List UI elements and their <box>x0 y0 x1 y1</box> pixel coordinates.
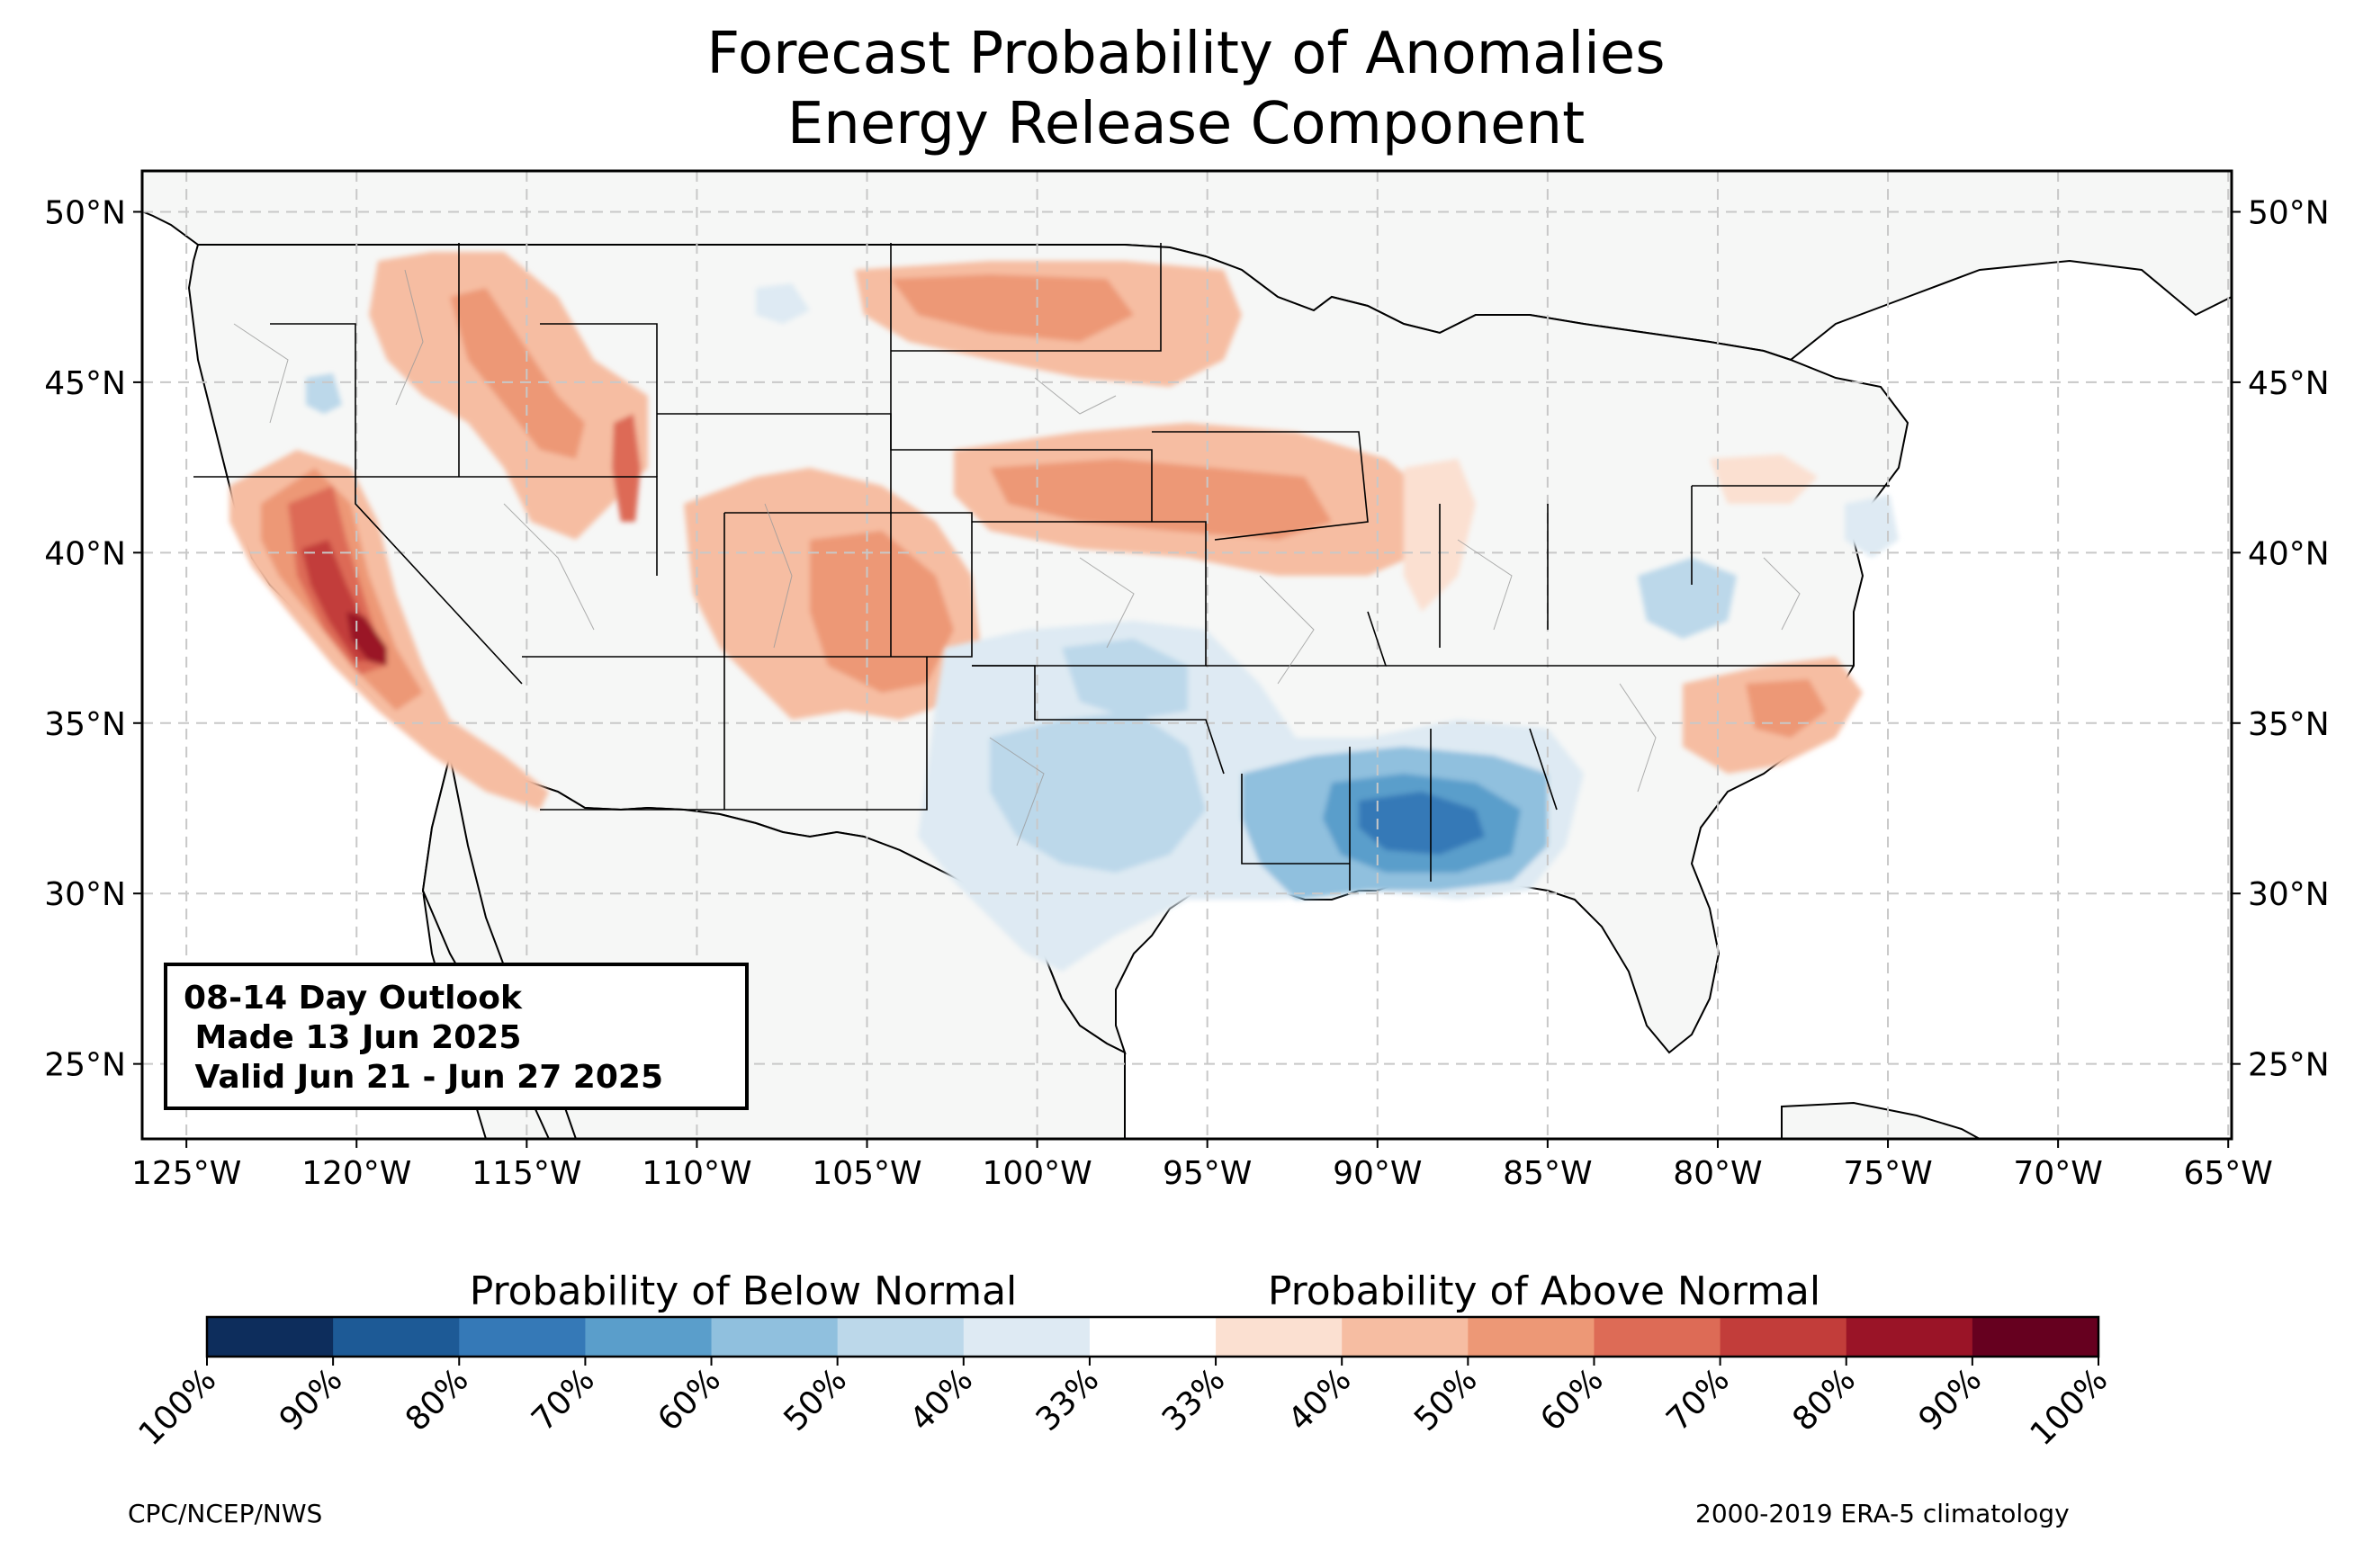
lon-tick-label: 110°W <box>642 1155 751 1192</box>
colorbar <box>207 1317 2099 1357</box>
anomaly-nebraska-core <box>990 459 1332 540</box>
colorbar-tick-label: 100% <box>132 1361 224 1453</box>
colorbar-cell <box>1089 1317 1217 1357</box>
lat-tick-label: 45°N <box>44 365 126 402</box>
lat-tick-label: 30°N <box>2248 876 2330 913</box>
map-frame <box>140 169 2233 1141</box>
colorbar-cell <box>459 1317 586 1357</box>
colorbar-tick-label: 33% <box>1029 1361 1107 1438</box>
lon-tick-label: 105°W <box>812 1155 921 1192</box>
colorbar-cell <box>1720 1317 1847 1357</box>
colorbar-tick-label: 50% <box>777 1361 854 1438</box>
footer-source: CPC/NCEP/NWS <box>128 1499 323 1528</box>
map-title: Forecast Probability of Anomalies <box>706 21 1666 87</box>
colorbar-cell <box>963 1317 1091 1357</box>
outlook-made-date: Made 13 Jun 2025 <box>184 1019 522 1056</box>
anomaly-wyoming <box>756 283 810 324</box>
below-normal-anomalies <box>306 283 1899 972</box>
map-subtitle: Energy Release Component <box>786 91 1586 157</box>
colorbar-cell <box>585 1317 713 1357</box>
colorbar-tick-label: 90% <box>273 1361 350 1438</box>
colorbar-cell <box>1342 1317 1469 1357</box>
lat-tick-label: 35°N <box>2248 706 2330 743</box>
lat-tick-label: 30°N <box>44 876 126 913</box>
anomaly-utah-strip <box>612 414 641 522</box>
anomaly-oregon <box>306 373 342 414</box>
colorbar-tick-label: 40% <box>1281 1361 1359 1438</box>
colorbar-tick-label: 80% <box>1786 1361 1864 1438</box>
lon-tick-label: 100°W <box>982 1155 1092 1192</box>
colorbar-frame <box>205 1315 2100 1358</box>
lat-tick-label: 40°N <box>2248 535 2330 572</box>
anomaly-texas-oklahoma <box>990 711 1206 873</box>
lat-tick-label: 50°N <box>2248 194 2330 231</box>
anomaly-pennsylvania <box>1710 454 1818 504</box>
anomaly-dakotas-core <box>891 274 1134 342</box>
lon-tick-label: 95°W <box>1163 1155 1252 1192</box>
anomaly-virginia-light <box>1845 495 1899 558</box>
colorbar-tick-label: 60% <box>651 1361 728 1438</box>
colorbar-cell <box>1216 1317 1343 1357</box>
latitude-axis-left: 50°N 45°N 40°N 35°N 30°N 25°N <box>44 194 142 1084</box>
colorbar-cell <box>1594 1317 1721 1357</box>
anomaly-colorado-core <box>810 531 954 693</box>
colorbar-cell <box>1846 1317 1973 1357</box>
anomaly-west-virginia <box>1638 558 1737 639</box>
lon-tick-label: 125°W <box>131 1155 241 1192</box>
lon-tick-label: 90°W <box>1333 1155 1422 1192</box>
lat-tick-label: 50°N <box>44 194 126 231</box>
colorbar-tick-label: 90% <box>1912 1361 1990 1438</box>
outlook-period: 08-14 Day Outlook <box>184 980 522 1017</box>
lon-tick-label: 65°W <box>2184 1155 2273 1192</box>
colorbar-cell <box>333 1317 460 1357</box>
longitude-axis: 125°W 120°W 115°W 110°W 105°W 100°W 95°W 90°W 85… <box>131 1139 2273 1192</box>
colorbar-tick-label: 50% <box>1407 1361 1485 1438</box>
lon-tick-label: 70°W <box>2013 1155 2102 1192</box>
lat-tick-label: 35°N <box>44 706 126 743</box>
colorbar-tick-label: 70% <box>525 1361 602 1438</box>
footer-climatology: 2000-2019 ERA-5 climatology <box>1695 1499 2070 1528</box>
lon-tick-label: 75°W <box>1843 1155 1932 1192</box>
colorbar-below-label: Probability of Below Normal <box>470 1268 1018 1314</box>
lon-tick-label: 120°W <box>301 1155 411 1192</box>
state-borders <box>193 243 1890 891</box>
county-lines <box>233 269 1801 847</box>
anomaly-mississippi-peak <box>1359 792 1485 855</box>
lat-tick-label: 25°N <box>44 1047 126 1084</box>
lat-tick-label: 45°N <box>2248 365 2330 402</box>
colorbar-ticks: 100% 90% 80% 70% 60% 50% 40% 33% 33% 40% 50% 60% 70%… <box>132 1357 2116 1453</box>
colorbar-tick-label: 60% <box>1533 1361 1611 1438</box>
lat-tick-label: 40°N <box>44 535 126 572</box>
colorbar-tick-label: 40% <box>903 1361 981 1438</box>
outlook-info-box: 08-14 Day Outlook Made 13 Jun 2025 Valid… <box>164 963 749 1110</box>
colorbar-tick-label: 70% <box>1659 1361 1737 1438</box>
colorbar-cell <box>207 1317 334 1357</box>
colorbar-cell <box>1468 1317 1595 1357</box>
lat-tick-label: 25°N <box>2248 1047 2330 1084</box>
lon-tick-label: 80°W <box>1673 1155 1762 1192</box>
cuba-landmass <box>1781 1101 1981 1139</box>
colorbar-tick-label: 80% <box>399 1361 476 1438</box>
outlook-valid-range: Valid Jun 21 - Jun 27 2025 <box>184 1059 664 1096</box>
anomaly-oklahoma-north <box>1062 639 1188 720</box>
latitude-axis-right: 50°N 45°N 40°N 35°N 30°N 25°N <box>2232 194 2330 1084</box>
anomaly-idaho-core <box>450 288 585 459</box>
lon-tick-label: 85°W <box>1503 1155 1592 1192</box>
colorbar-cell <box>1972 1317 2099 1357</box>
colorbar-cell <box>711 1317 839 1357</box>
colorbar-tick-label: 33% <box>1155 1361 1233 1438</box>
colorbar-cell <box>837 1317 965 1357</box>
colorbar-tick-label: 100% <box>2024 1361 2116 1453</box>
lon-tick-label: 115°W <box>472 1155 581 1192</box>
colorbar-above-label: Probability of Above Normal <box>1268 1268 1820 1314</box>
